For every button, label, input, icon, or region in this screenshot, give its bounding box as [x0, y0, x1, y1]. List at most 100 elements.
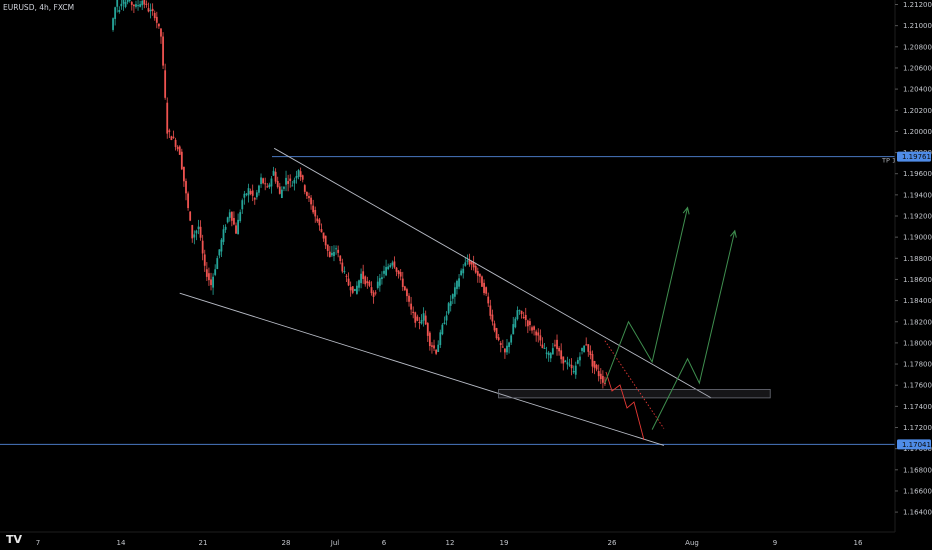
bullish-projection-2[interactable]	[651, 230, 736, 430]
candle-body	[162, 36, 164, 66]
candle-body	[185, 181, 187, 194]
candle-body	[483, 282, 485, 294]
price-axis[interactable]: 1.21200 1.21000 1.20800 1.20600 1.20400 1.202…	[895, 1, 932, 517]
candle-body	[568, 364, 571, 366]
candle-body	[537, 332, 540, 336]
bullish-projection-1[interactable]	[604, 207, 689, 384]
candle-body	[399, 272, 402, 277]
candle-body	[235, 225, 237, 234]
x-tick-label: 14	[117, 539, 126, 547]
candle-body	[468, 259, 471, 265]
candle-body	[266, 186, 269, 188]
candle-body	[264, 183, 267, 185]
candle-body	[318, 219, 321, 226]
candle-body	[491, 314, 494, 322]
y-tick-label: 1.20200	[903, 107, 932, 115]
drawings-layer	[179, 147, 771, 446]
candle-body	[122, 0, 125, 4]
candle-body	[595, 364, 598, 370]
candle-body	[360, 273, 362, 284]
y-tick-label: 1.19400	[903, 191, 932, 199]
candle-body	[258, 185, 260, 193]
candle-body	[237, 219, 240, 235]
candle-body	[462, 268, 465, 274]
candle-body	[383, 270, 385, 274]
price-badge	[897, 439, 931, 450]
candle-body	[545, 352, 548, 354]
y-tick-label: 1.18400	[903, 297, 932, 305]
time-axis[interactable]: 7 14 21 28 Jul 6 12 19 26 Aug 9 16	[36, 539, 863, 547]
bearish-projection-line[interactable]	[604, 340, 665, 429]
candle-body	[203, 254, 206, 266]
channel-lower-line[interactable]	[179, 292, 665, 446]
candle-body	[589, 351, 592, 356]
y-tick-label: 1.21200	[903, 1, 932, 9]
candle-body	[418, 322, 421, 324]
candle-body	[287, 181, 290, 184]
y-tick-label: 1.16600	[903, 487, 932, 495]
candle-body	[303, 185, 306, 192]
candle-body	[510, 335, 513, 343]
candle-body	[522, 316, 525, 318]
y-tick-label: 1.16800	[903, 466, 932, 474]
candle-body	[160, 28, 162, 37]
candle-body	[324, 235, 327, 246]
bullish-projection-1-arrowhead	[682, 206, 690, 215]
channel-upper-line[interactable]	[273, 147, 712, 399]
candle-body	[514, 318, 517, 328]
candle-body	[535, 331, 538, 336]
candle-body	[274, 171, 277, 182]
candle-body	[351, 286, 354, 293]
candle-body	[374, 292, 377, 294]
candle-body	[460, 270, 463, 276]
candle-body	[253, 198, 256, 200]
candle-body	[241, 200, 244, 210]
candle-body	[506, 345, 508, 353]
candle-body	[512, 324, 515, 335]
candle-body	[320, 229, 323, 233]
candle-body	[385, 267, 387, 276]
candle-body	[531, 327, 533, 331]
candle-body	[155, 16, 158, 23]
candle-body	[583, 345, 586, 353]
candle-body	[205, 269, 208, 277]
y-tick-label: 1.19200	[903, 213, 932, 221]
candle-body	[126, 0, 129, 3]
candle-body	[476, 271, 479, 276]
candle-body	[403, 286, 406, 291]
candle-body	[116, 0, 119, 7]
candle-body	[124, 2, 127, 7]
candle-body	[372, 292, 375, 297]
candle-body	[316, 218, 319, 222]
bearish-path[interactable]	[605, 371, 645, 441]
candle-body	[501, 346, 504, 348]
candle-body	[395, 267, 398, 272]
price-badge-label: 1.17041	[902, 441, 931, 449]
support-zone[interactable]	[498, 389, 771, 399]
candle-body	[368, 281, 371, 286]
candle-body	[293, 179, 296, 184]
candle-body	[262, 178, 265, 184]
candle-body	[576, 360, 579, 364]
candle-body	[305, 192, 308, 196]
candle-body	[431, 345, 433, 347]
candle-body	[208, 273, 210, 281]
candle-body	[349, 287, 352, 291]
candle-body	[164, 70, 167, 98]
y-tick-label: 1.17800	[903, 361, 932, 369]
candle-body	[247, 188, 250, 196]
candle-body	[412, 311, 415, 314]
y-tick-label: 1.20800	[903, 43, 932, 51]
candle-body	[183, 166, 185, 182]
candle-body	[289, 178, 292, 181]
candle-body	[533, 326, 535, 330]
candle-body	[118, 10, 121, 12]
y-tick-label: 1.17600	[903, 382, 932, 390]
candle-body	[456, 280, 458, 289]
y-tick-label: 1.18600	[903, 276, 932, 284]
candle-body	[426, 323, 429, 336]
candle-body	[243, 193, 246, 198]
candle-body	[157, 23, 160, 27]
